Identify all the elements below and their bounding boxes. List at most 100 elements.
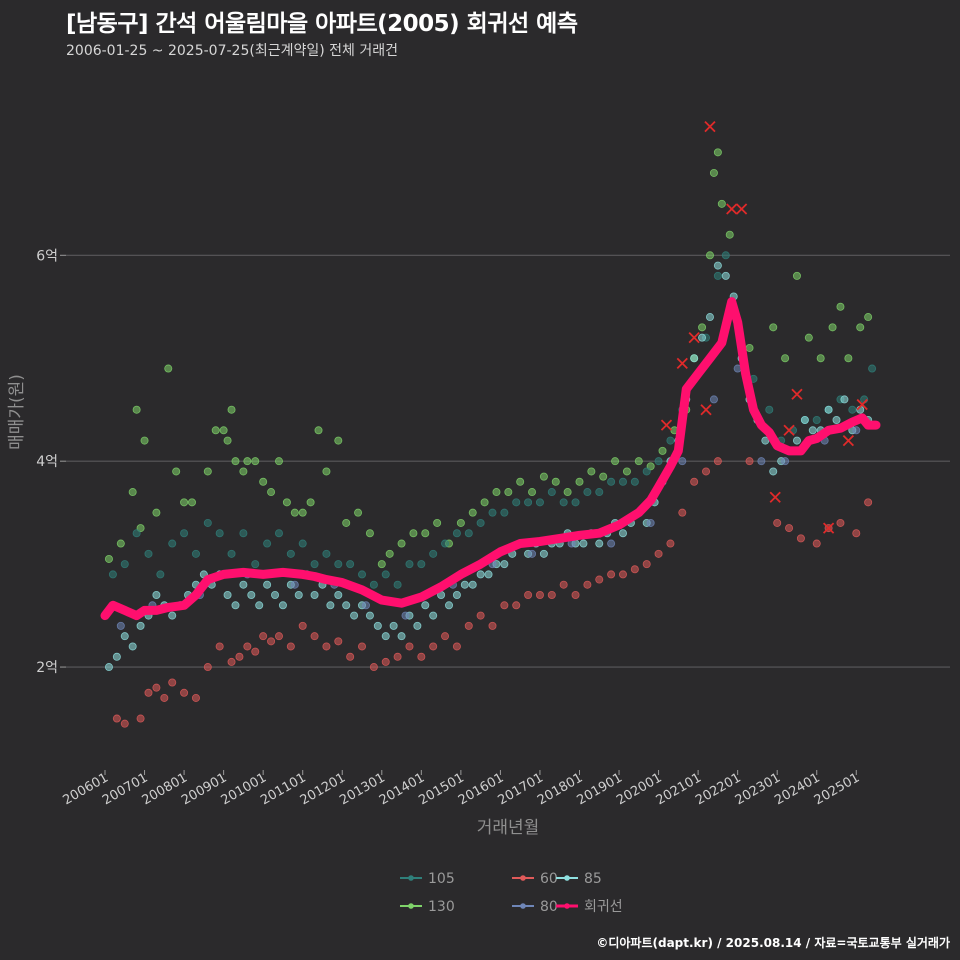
point-105 bbox=[713, 271, 722, 280]
point-85 bbox=[705, 313, 714, 322]
cancelled-marker bbox=[769, 491, 781, 503]
point-85 bbox=[800, 415, 809, 424]
point-80 bbox=[646, 518, 655, 527]
point-130 bbox=[599, 472, 608, 481]
point-130 bbox=[306, 498, 315, 507]
cancelled-marker bbox=[688, 332, 700, 344]
point-85 bbox=[539, 549, 548, 558]
point-130 bbox=[528, 488, 537, 497]
point-85 bbox=[136, 621, 145, 630]
point-60 bbox=[393, 652, 402, 661]
point-60 bbox=[618, 570, 627, 579]
point-60 bbox=[785, 524, 794, 533]
legend-key-dot bbox=[564, 903, 570, 909]
point-130 bbox=[504, 488, 513, 497]
point-60 bbox=[512, 601, 521, 610]
point-60 bbox=[429, 642, 438, 651]
point-130 bbox=[709, 168, 718, 177]
point-60 bbox=[547, 591, 556, 600]
point-80 bbox=[361, 601, 370, 610]
point-85 bbox=[255, 601, 264, 610]
point-85 bbox=[397, 632, 406, 641]
point-130 bbox=[587, 467, 596, 476]
cancelled-marker bbox=[856, 398, 868, 411]
point-130 bbox=[385, 549, 394, 558]
point-85 bbox=[294, 591, 303, 600]
point-60 bbox=[607, 570, 616, 579]
point-130 bbox=[251, 457, 260, 466]
point-130 bbox=[705, 251, 714, 260]
legend-key-dot bbox=[520, 875, 526, 881]
point-130 bbox=[290, 508, 299, 517]
point-105 bbox=[180, 529, 189, 538]
point-85 bbox=[500, 560, 509, 569]
point-130 bbox=[551, 477, 560, 486]
point-130 bbox=[298, 508, 307, 517]
point-130 bbox=[634, 457, 643, 466]
point-85 bbox=[373, 621, 382, 630]
point-60 bbox=[259, 632, 268, 641]
point-60 bbox=[690, 477, 699, 486]
point-60 bbox=[322, 642, 331, 651]
point-85 bbox=[168, 611, 177, 620]
chart-title: [남동구] 간석 어울림마을 아파트(2005) 회귀선 예측 bbox=[66, 11, 578, 37]
credit-text: ©디아파트(dapt.kr) / 2025.08.14 / 자료=국토교통부 실… bbox=[596, 936, 950, 950]
point-85 bbox=[840, 395, 849, 404]
cancelled-markers bbox=[660, 120, 868, 534]
point-85 bbox=[381, 632, 390, 641]
point-105 bbox=[547, 488, 556, 497]
point-130 bbox=[172, 467, 181, 476]
point-85 bbox=[579, 539, 588, 548]
point-130 bbox=[563, 488, 572, 497]
cancelled-marker bbox=[700, 404, 712, 416]
point-105 bbox=[132, 529, 141, 538]
point-130 bbox=[219, 426, 228, 435]
point-60 bbox=[571, 591, 580, 600]
point-85 bbox=[112, 652, 121, 661]
point-130 bbox=[239, 467, 248, 476]
point-105 bbox=[144, 549, 153, 558]
point-85 bbox=[239, 580, 248, 589]
point-130 bbox=[698, 323, 707, 332]
point-60 bbox=[441, 632, 450, 641]
point-130 bbox=[516, 477, 525, 486]
regression-layer bbox=[100, 297, 881, 621]
point-85 bbox=[152, 591, 161, 600]
cancelled-marker bbox=[726, 203, 738, 215]
cancelled-marker bbox=[842, 434, 855, 447]
point-60 bbox=[334, 637, 343, 646]
point-130 bbox=[267, 488, 276, 497]
point-130 bbox=[456, 518, 465, 527]
point-105 bbox=[607, 477, 616, 486]
point-85 bbox=[713, 261, 722, 270]
point-85 bbox=[326, 601, 335, 610]
point-105 bbox=[381, 570, 390, 579]
point-105 bbox=[618, 477, 627, 486]
cancelled-marker bbox=[704, 120, 716, 133]
point-105 bbox=[310, 560, 319, 569]
point-60 bbox=[500, 601, 509, 610]
point-130 bbox=[203, 467, 212, 476]
point-105 bbox=[156, 570, 165, 579]
point-105 bbox=[452, 529, 461, 538]
point-85 bbox=[310, 591, 319, 600]
point-130 bbox=[611, 457, 620, 466]
point-105 bbox=[393, 580, 402, 589]
point-105 bbox=[721, 251, 730, 260]
point-85 bbox=[128, 642, 137, 651]
y-tick-label: 6억 bbox=[36, 248, 58, 264]
point-85 bbox=[350, 611, 359, 620]
point-60 bbox=[215, 642, 224, 651]
point-105 bbox=[464, 529, 473, 538]
point-105 bbox=[215, 529, 224, 538]
point-80 bbox=[607, 539, 616, 548]
point-105 bbox=[298, 539, 307, 548]
point-105 bbox=[227, 549, 236, 558]
point-60 bbox=[286, 642, 295, 651]
point-130 bbox=[781, 354, 790, 363]
point-130 bbox=[274, 457, 283, 466]
point-130 bbox=[575, 477, 584, 486]
point-130 bbox=[227, 405, 236, 414]
point-105 bbox=[524, 498, 533, 507]
point-60 bbox=[152, 683, 161, 692]
